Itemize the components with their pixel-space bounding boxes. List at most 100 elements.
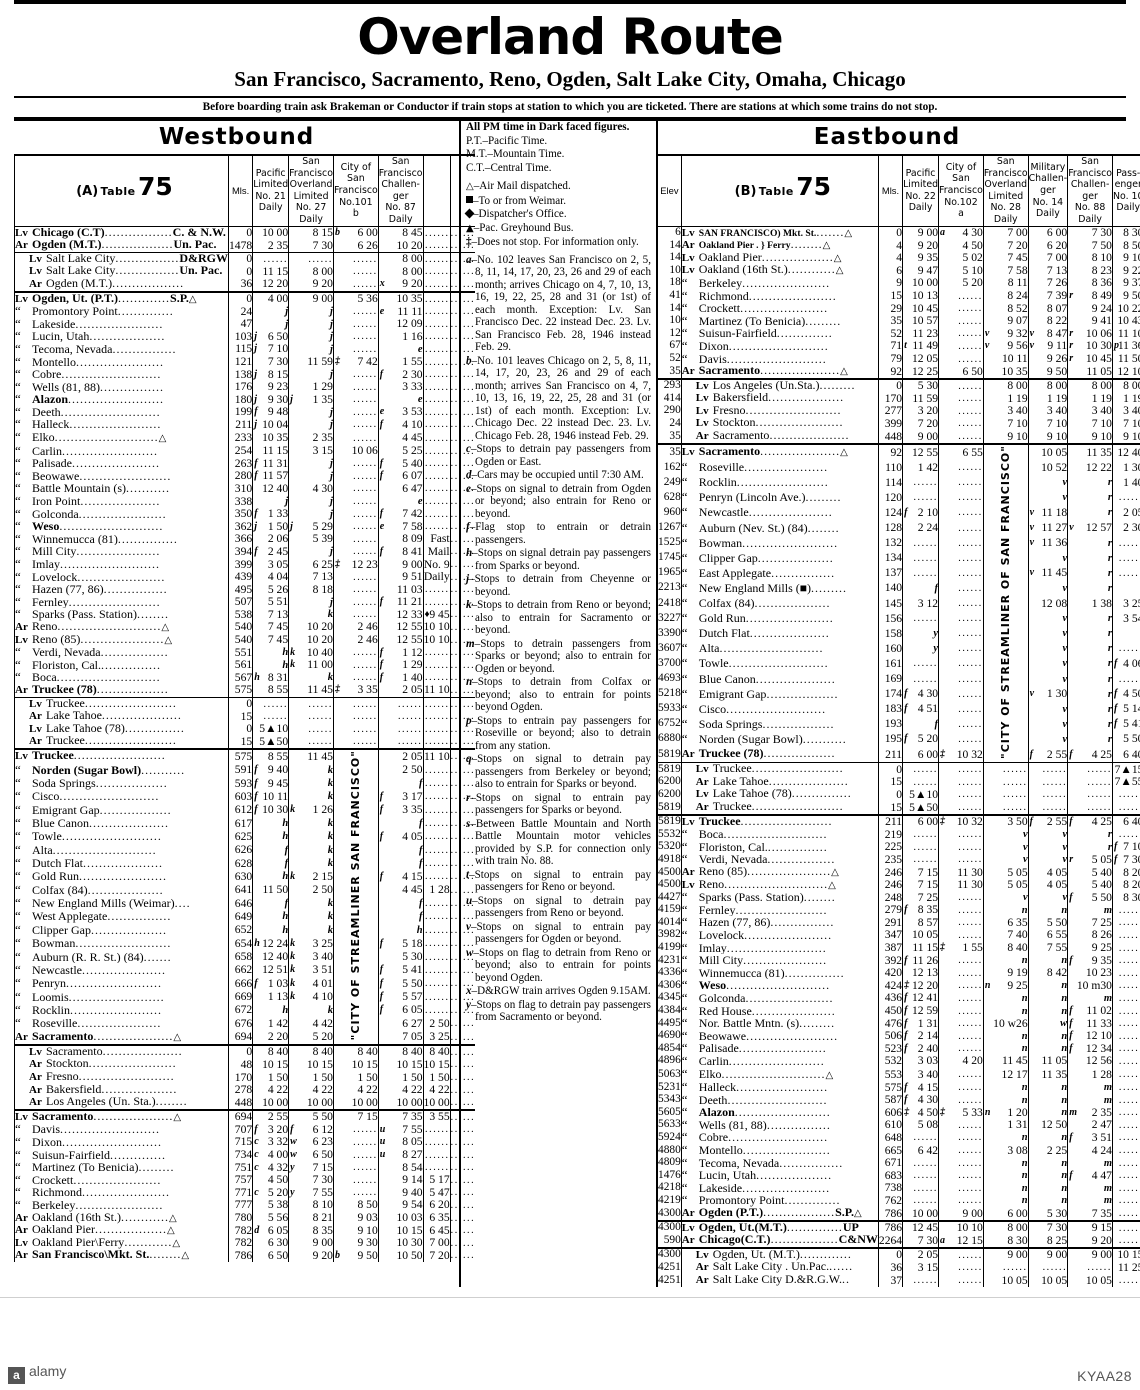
miles-cell: 211 [877, 746, 903, 763]
elevation-cell: 4300 [658, 1246, 682, 1262]
leader-dots: ......................... [727, 1093, 828, 1107]
time-cell: ...... [449, 856, 476, 871]
station-cell: Ar Los Angeles (Un. Sta.)........ [14, 1096, 229, 1110]
empty-time: ...... [425, 723, 450, 735]
time-cell: 9 24 [1067, 302, 1113, 315]
time-cell: ...... [422, 870, 451, 884]
empty-time: ...... [1042, 1262, 1068, 1274]
time-cell: r 10 30 [1067, 339, 1113, 353]
station-cell: “Colfax (84)................... [14, 883, 229, 897]
note-item: v–Stops on signal to entrain pay passeng… [466, 920, 651, 946]
empty-time: ...... [450, 991, 476, 1003]
time-cell: v [982, 853, 1029, 866]
empty-time: ...... [958, 290, 983, 302]
time-value: 11 05 [1041, 1054, 1068, 1068]
empty-time: ...... [1087, 776, 1112, 788]
miles-cell: 338 [227, 495, 253, 508]
time-value: 9 03 [357, 1211, 378, 1225]
leader-dots: ............ [124, 1236, 173, 1249]
time-cell: 8 00 [1111, 377, 1140, 393]
empty-time: ...... [353, 331, 378, 343]
stop-type: “ [15, 317, 21, 331]
stop-type: “ [15, 355, 21, 369]
empty-time: ...... [913, 764, 939, 776]
flag-letter: j [330, 470, 333, 482]
leader-dots: .................. [112, 277, 185, 290]
stop-type: “ [681, 276, 688, 290]
time-cell: 9 37 [1111, 276, 1140, 290]
time-cell: n [1027, 1156, 1068, 1170]
miles-cell: 279 [877, 903, 903, 917]
time-cell: v [1027, 550, 1068, 566]
miles-cell: 672 [227, 1003, 253, 1017]
empty-time: ...... [450, 293, 476, 305]
miles-cell: 575 [227, 683, 253, 698]
note-item: w–Stops on flag to detrain from Reno or … [466, 946, 651, 984]
time-cell: ...... [902, 1131, 939, 1145]
time-value: 10 13 [911, 289, 939, 303]
time-value: 6 55 [962, 445, 983, 459]
miles-cell: 1478 [227, 238, 253, 253]
miles-cell: 523 [877, 1042, 903, 1055]
station-name: Fresno [46, 1071, 79, 1083]
empty-time: ...... [397, 723, 423, 735]
time-value: 4 22 [312, 1083, 333, 1097]
station-cell: “Clipper Gap................... [14, 923, 229, 937]
table-row: “West Applegate................ 649 h k f...… [14, 910, 476, 924]
time-cell: 12 33 [377, 608, 424, 621]
time-cell: ...... [332, 710, 379, 723]
time-cell: ...... [449, 355, 476, 369]
time-cell: 6 20 [1027, 239, 1068, 252]
time-value: 11 23 [912, 326, 939, 340]
flag-letter: c [254, 1136, 259, 1148]
elevation-cell: 5924 [658, 1130, 681, 1143]
time-value: 2 46 [357, 620, 378, 634]
time-cell: ...... [422, 482, 451, 496]
flag-letter: f [1029, 816, 1033, 828]
masthead-mid-rule [14, 96, 1126, 98]
station-name: Weso [32, 520, 60, 533]
table-row: 4854 “Palisade...................... 523 f 2… [658, 1042, 1140, 1055]
elevation-cell: 5218 [658, 687, 681, 700]
time-cell: 11 25 [1111, 1261, 1140, 1274]
flag-letter: j [330, 331, 333, 343]
station-cell: Lv Salt Lake City................D&RGW [14, 251, 229, 266]
leader-dots: ............... [791, 788, 852, 801]
time-value: 10 00 [423, 1095, 450, 1109]
empty-time: ...... [958, 315, 983, 327]
time-cell: 2 05 [377, 747, 424, 764]
time-cell: ...... [332, 735, 379, 749]
time-value: 8 45 [402, 226, 423, 240]
leader-dots: .................. [101, 239, 174, 252]
time-cell: ...... [449, 1186, 476, 1199]
table-row: 2213 “New England Mills (■)......... 140 f.… [658, 580, 1140, 596]
miles-cell: 121 [227, 355, 253, 369]
stop-type: “ [15, 763, 21, 777]
time-value: 8 00 [1046, 379, 1068, 393]
empty-time: ...... [1118, 1275, 1140, 1286]
empty-time: ...... [958, 764, 983, 776]
table-row: 18 “Berkeley...................... 9 10 00 5… [658, 277, 1140, 290]
table-row: 293 Lv Los Angeles (Un.Sta.)......... 0 5 30… [658, 377, 1140, 393]
miles-cell: 652 [227, 923, 253, 937]
time-cell: k [288, 790, 334, 804]
flag-letter: n [1061, 1030, 1068, 1042]
time-cell: m [1067, 1181, 1113, 1195]
leader-dots: .......................... [726, 979, 831, 992]
time-cell: ...... [332, 368, 379, 381]
time-cell: ...... [332, 405, 379, 419]
time-value: 10 15 [351, 1057, 378, 1071]
station-name: Iron Point [32, 495, 81, 508]
flag-letter: m [1103, 992, 1112, 1004]
miles-cell: 567 [227, 671, 253, 684]
air-mail-icon: △ [825, 1069, 834, 1081]
time-value: 7 25 [1091, 915, 1112, 929]
note-item: b–No. 101 leaves Chicago on 2, 5, 8, 11,… [466, 354, 651, 442]
station-cell: “Norden (Sugar Bowl)........... [14, 763, 229, 777]
